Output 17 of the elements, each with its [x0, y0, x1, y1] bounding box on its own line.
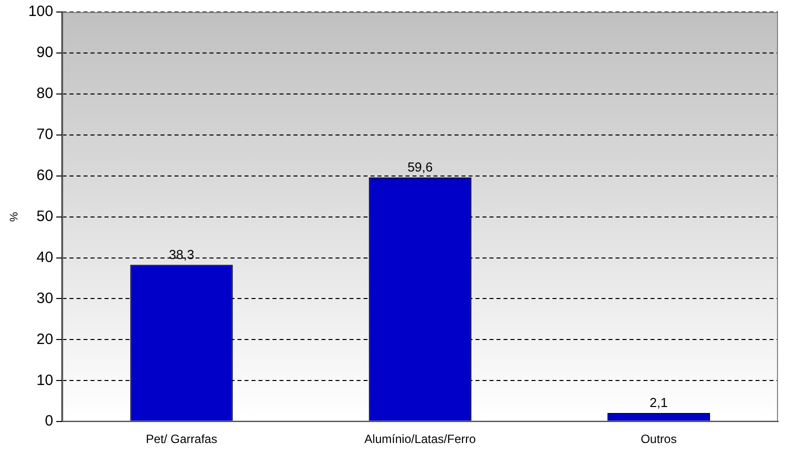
- y-tick-label: 70: [36, 126, 54, 144]
- y-tick-label: 30: [36, 290, 54, 307]
- y-tick-label: 40: [36, 248, 54, 266]
- y-tick-label: 10: [36, 372, 54, 389]
- x-tick-label: Pet/ Garrafas: [146, 432, 218, 446]
- y-tick-label: 60: [36, 166, 54, 184]
- data-label: 59,6: [407, 160, 433, 175]
- data-label: 2,1: [650, 395, 668, 410]
- y-tick-label: 50: [36, 208, 54, 225]
- x-tick-label: Alumínio/Latas/Ferro: [364, 432, 476, 446]
- y-tick-label: 20: [36, 330, 54, 348]
- y-tick-label: 80: [36, 85, 54, 102]
- y-tick-label: 0: [44, 412, 54, 430]
- x-tick-label: Outros: [640, 432, 677, 446]
- y-axis-title: %: [8, 212, 21, 222]
- y-tick-label: 100: [28, 3, 54, 20]
- y-tick-label: 90: [36, 44, 54, 62]
